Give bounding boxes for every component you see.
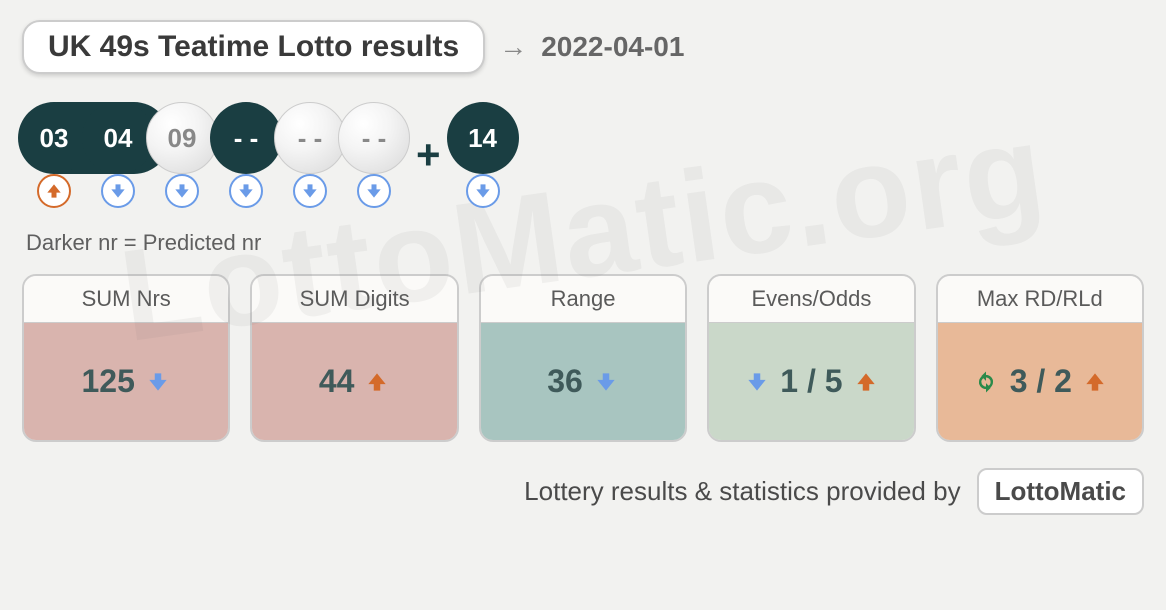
trend-up-icon — [37, 174, 71, 208]
trend-down-icon — [357, 174, 391, 208]
stat-card-sum-digits: SUM Digits 44 — [250, 274, 458, 442]
trend-down-icon — [744, 369, 770, 395]
trend-up-icon — [853, 369, 879, 395]
stat-card-body: 125 — [24, 323, 228, 440]
stat-card-title: SUM Digits — [252, 276, 456, 323]
trend-down-icon — [145, 369, 171, 395]
stat-card-max-rd-rld: Max RD/RLd 3 / 2 — [936, 274, 1144, 442]
stat-card-evens-odds: Evens/Odds 1 / 5 — [707, 274, 915, 442]
ball-wrap: - - — [278, 102, 342, 208]
stat-card-title: Evens/Odds — [709, 276, 913, 323]
ball-wrap: - - — [342, 102, 406, 208]
legend-note: Darker nr = Predicted nr — [26, 230, 1144, 256]
stat-card-value: 3 / 2 — [1010, 363, 1072, 400]
ball-wrap: 03 — [22, 102, 86, 208]
trend-down-icon — [101, 174, 135, 208]
stat-card-value: 125 — [82, 363, 135, 400]
plus-sign: + — [416, 131, 441, 179]
stat-card-body: 3 / 2 — [938, 323, 1142, 440]
lotto-ball: 03 — [18, 102, 90, 174]
footer: Lottery results & statistics provided by… — [22, 468, 1144, 515]
stat-card-body: 44 — [252, 323, 456, 440]
stat-card-range: Range 36 — [479, 274, 687, 442]
bonus-ball-wrap: 14 — [451, 102, 515, 208]
stat-cards-row: SUM Nrs 125 SUM Digits 44 Range 36 Evens… — [22, 274, 1144, 442]
ball-wrap: 09 — [150, 102, 214, 208]
ball-wrap: 04 — [86, 102, 150, 208]
lotto-ball: - - — [338, 102, 410, 174]
stat-card-title: SUM Nrs — [24, 276, 228, 323]
stat-card-title: Range — [481, 276, 685, 323]
refresh-icon — [972, 368, 1000, 396]
trend-up-icon — [364, 369, 390, 395]
stat-card-value: 44 — [319, 363, 355, 400]
provider-pill[interactable]: LottoMatic — [977, 468, 1144, 515]
balls-row: 03 04 09 - - - - - - + 14 — [22, 102, 1144, 208]
stat-card-value: 36 — [547, 363, 583, 400]
footer-text: Lottery results & statistics provided by — [524, 476, 960, 507]
trend-down-icon — [593, 369, 619, 395]
lotto-ball: 04 — [82, 102, 154, 174]
stat-card-sum-nrs: SUM Nrs 125 — [22, 274, 230, 442]
trend-up-icon — [1082, 369, 1108, 395]
result-date: 2022-04-01 — [541, 31, 684, 63]
lotto-ball: 09 — [146, 102, 218, 174]
stat-card-value: 1 / 5 — [780, 363, 842, 400]
trend-down-icon — [229, 174, 263, 208]
title-pill: UK 49s Teatime Lotto results — [22, 20, 485, 74]
trend-down-icon — [293, 174, 327, 208]
ball-wrap: - - — [214, 102, 278, 208]
stat-card-body: 1 / 5 — [709, 323, 913, 440]
stat-card-body: 36 — [481, 323, 685, 440]
lotto-ball: - - — [274, 102, 346, 174]
trend-down-icon — [466, 174, 500, 208]
lotto-ball: - - — [210, 102, 282, 174]
stat-card-title: Max RD/RLd — [938, 276, 1142, 323]
header-row: UK 49s Teatime Lotto results → 2022-04-0… — [22, 20, 1144, 74]
trend-down-icon — [165, 174, 199, 208]
arrow-lead-icon: → — [499, 31, 527, 63]
bonus-ball: 14 — [447, 102, 519, 174]
